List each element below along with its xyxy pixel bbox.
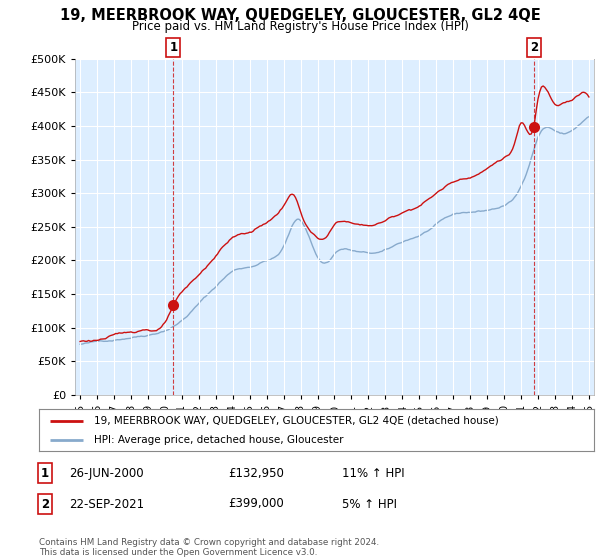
Text: 19, MEERBROOK WAY, QUEDGELEY, GLOUCESTER, GL2 4QE: 19, MEERBROOK WAY, QUEDGELEY, GLOUCESTER…	[59, 8, 541, 24]
Text: 5% ↑ HPI: 5% ↑ HPI	[342, 497, 397, 511]
Text: 2: 2	[41, 497, 49, 511]
Text: 2: 2	[530, 41, 538, 54]
Text: HPI: Average price, detached house, Gloucester: HPI: Average price, detached house, Glou…	[95, 435, 344, 445]
Text: 1: 1	[41, 466, 49, 480]
Text: 1: 1	[169, 41, 178, 54]
Text: 26-JUN-2000: 26-JUN-2000	[69, 466, 143, 480]
Text: 11% ↑ HPI: 11% ↑ HPI	[342, 466, 404, 480]
Text: 19, MEERBROOK WAY, QUEDGELEY, GLOUCESTER, GL2 4QE (detached house): 19, MEERBROOK WAY, QUEDGELEY, GLOUCESTER…	[95, 416, 499, 426]
Text: Price paid vs. HM Land Registry's House Price Index (HPI): Price paid vs. HM Land Registry's House …	[131, 20, 469, 32]
Text: 22-SEP-2021: 22-SEP-2021	[69, 497, 144, 511]
Text: £399,000: £399,000	[228, 497, 284, 511]
Text: £132,950: £132,950	[228, 466, 284, 480]
Text: Contains HM Land Registry data © Crown copyright and database right 2024.
This d: Contains HM Land Registry data © Crown c…	[39, 538, 379, 557]
